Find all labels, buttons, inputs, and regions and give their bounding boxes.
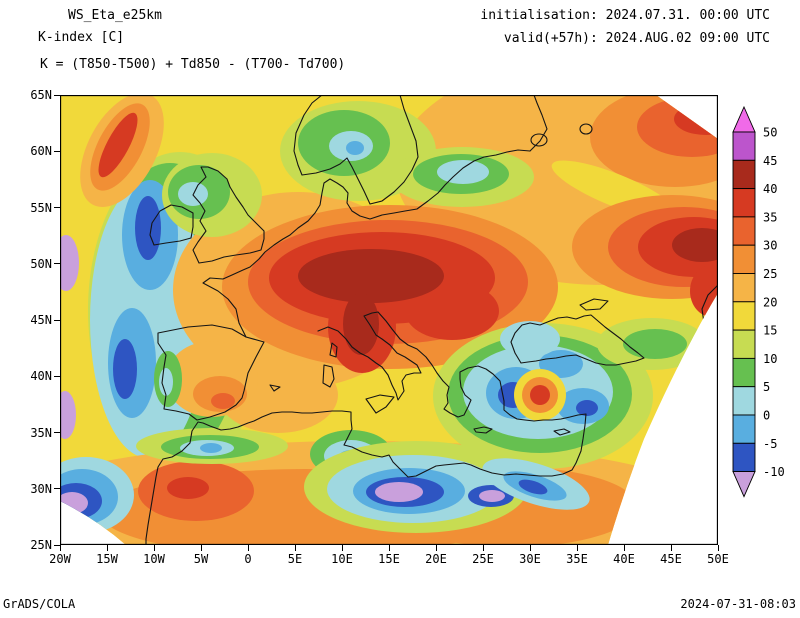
lat-tick-mark (54, 94, 60, 96)
lon-tick-mark (388, 545, 390, 551)
lat-tick-mark (54, 207, 60, 208)
lon-tick-mark (670, 545, 672, 551)
colorbar-label: 40 (763, 182, 777, 196)
lon-tick-mark (576, 545, 578, 551)
colorbar-segment (732, 131, 756, 161)
map-frame (59, 94, 719, 546)
lon-tick-label: 20E (425, 552, 447, 566)
lat-tick-mark (54, 432, 60, 433)
colorbar-label: 0 (763, 409, 770, 423)
colorbar-label: 50 (763, 126, 777, 140)
lon-tick-label: 10W (143, 552, 165, 566)
lat-tick-label: 45N (30, 313, 52, 327)
contour-field (60, 95, 718, 545)
colorbar-label: -5 (763, 437, 777, 451)
lon-tick-label: 40E (613, 552, 635, 566)
lon-tick-label: 15E (378, 552, 400, 566)
lon-tick-label: 15W (96, 552, 118, 566)
map-border (59, 94, 719, 546)
model-title: WS_Eta_e25km (68, 8, 162, 23)
colorbar-segment (732, 329, 756, 359)
lat-tick-mark (54, 488, 60, 490)
lat-tick-mark (54, 319, 60, 321)
lon-tick-mark (106, 545, 108, 551)
lon-tick-mark (529, 545, 531, 551)
colorbar-segment (732, 188, 756, 218)
lon-tick-mark (247, 545, 249, 551)
colorbar: 50 45 40 35 30 25 20 15 10 5 0 -5 -10 (731, 105, 799, 506)
colorbar-segment (732, 414, 756, 444)
lat-tick-label: 60N (30, 144, 52, 159)
lon-tick-mark (200, 545, 202, 551)
coastlines (145, 95, 718, 545)
colorbar-label: 15 (763, 324, 777, 338)
colorbar-label: -10 (763, 465, 785, 479)
colorbar-segment (732, 442, 756, 473)
lat-tick-mark (54, 544, 60, 546)
colorbar-label: 45 (763, 154, 777, 168)
lon-tick-label: 20W (49, 552, 71, 566)
lon-tick-label: 0 (244, 552, 252, 566)
lat-tick-label: 50N (30, 256, 52, 271)
colorbar-label: 20 (763, 295, 777, 309)
lat-tick-mark (54, 375, 60, 377)
formula-text: K = (T850-T500) + Td850 - (T700- Td700) (40, 57, 346, 72)
lon-tick-mark (717, 545, 719, 551)
parameter-title: K-index [C] (38, 30, 125, 45)
colorbar-label: 5 (763, 380, 770, 394)
lat-tick-label: 55N (30, 200, 52, 215)
colorbar-segment (732, 159, 756, 190)
lon-tick-label: 50E (707, 552, 729, 566)
grads-credit-text: GrADS/COLA (3, 597, 76, 611)
lat-tick-label: 65N (30, 88, 52, 102)
lat-tick-label: 25N (30, 538, 52, 552)
lat-tick-mark (54, 150, 60, 152)
colorbar-segment (732, 216, 756, 246)
lon-tick-mark (482, 545, 484, 551)
lon-tick-label: 25E (472, 552, 494, 566)
lat-tick-label: 40N (30, 369, 52, 384)
lat-tick-label: 30N (30, 481, 52, 496)
lon-tick-mark (341, 545, 343, 551)
lat-tick-label: 35N (30, 425, 52, 440)
lon-tick-label: 5E (287, 552, 303, 566)
lon-tick-label: 45E (660, 552, 682, 566)
lon-tick-label: 35E (566, 552, 588, 566)
colorbar-segment (732, 273, 756, 303)
colorbar-segment (732, 301, 756, 331)
colorbar-segment (732, 244, 756, 274)
colorbar-segment (732, 357, 756, 388)
colorbar-segment (732, 386, 756, 416)
lon-tick-mark (435, 545, 437, 551)
lon-tick-mark (294, 545, 296, 551)
lon-tick-mark (153, 545, 155, 551)
valid-time-text: valid(+57h): 2024.AUG.02 09:00 UTC (503, 31, 770, 46)
lat-tick-mark (54, 263, 60, 265)
colorbar-label: 25 (763, 267, 777, 281)
lon-tick-mark (623, 545, 625, 551)
lon-tick-label: 10E (331, 552, 353, 566)
colorbar-label: 30 (763, 239, 777, 253)
map-canvas (59, 94, 719, 546)
init-time-text: initialisation: 2024.07.31. 00:00 UTC (480, 8, 770, 23)
colorbar-label: 10 (763, 352, 777, 366)
colorbar-label: 35 (763, 210, 777, 224)
lon-tick-mark (59, 545, 61, 551)
lon-tick-label: 5W (193, 552, 209, 566)
lon-tick-label: 30E (519, 552, 541, 566)
timestamp-text: 2024-07-31-08:03 (680, 597, 796, 611)
